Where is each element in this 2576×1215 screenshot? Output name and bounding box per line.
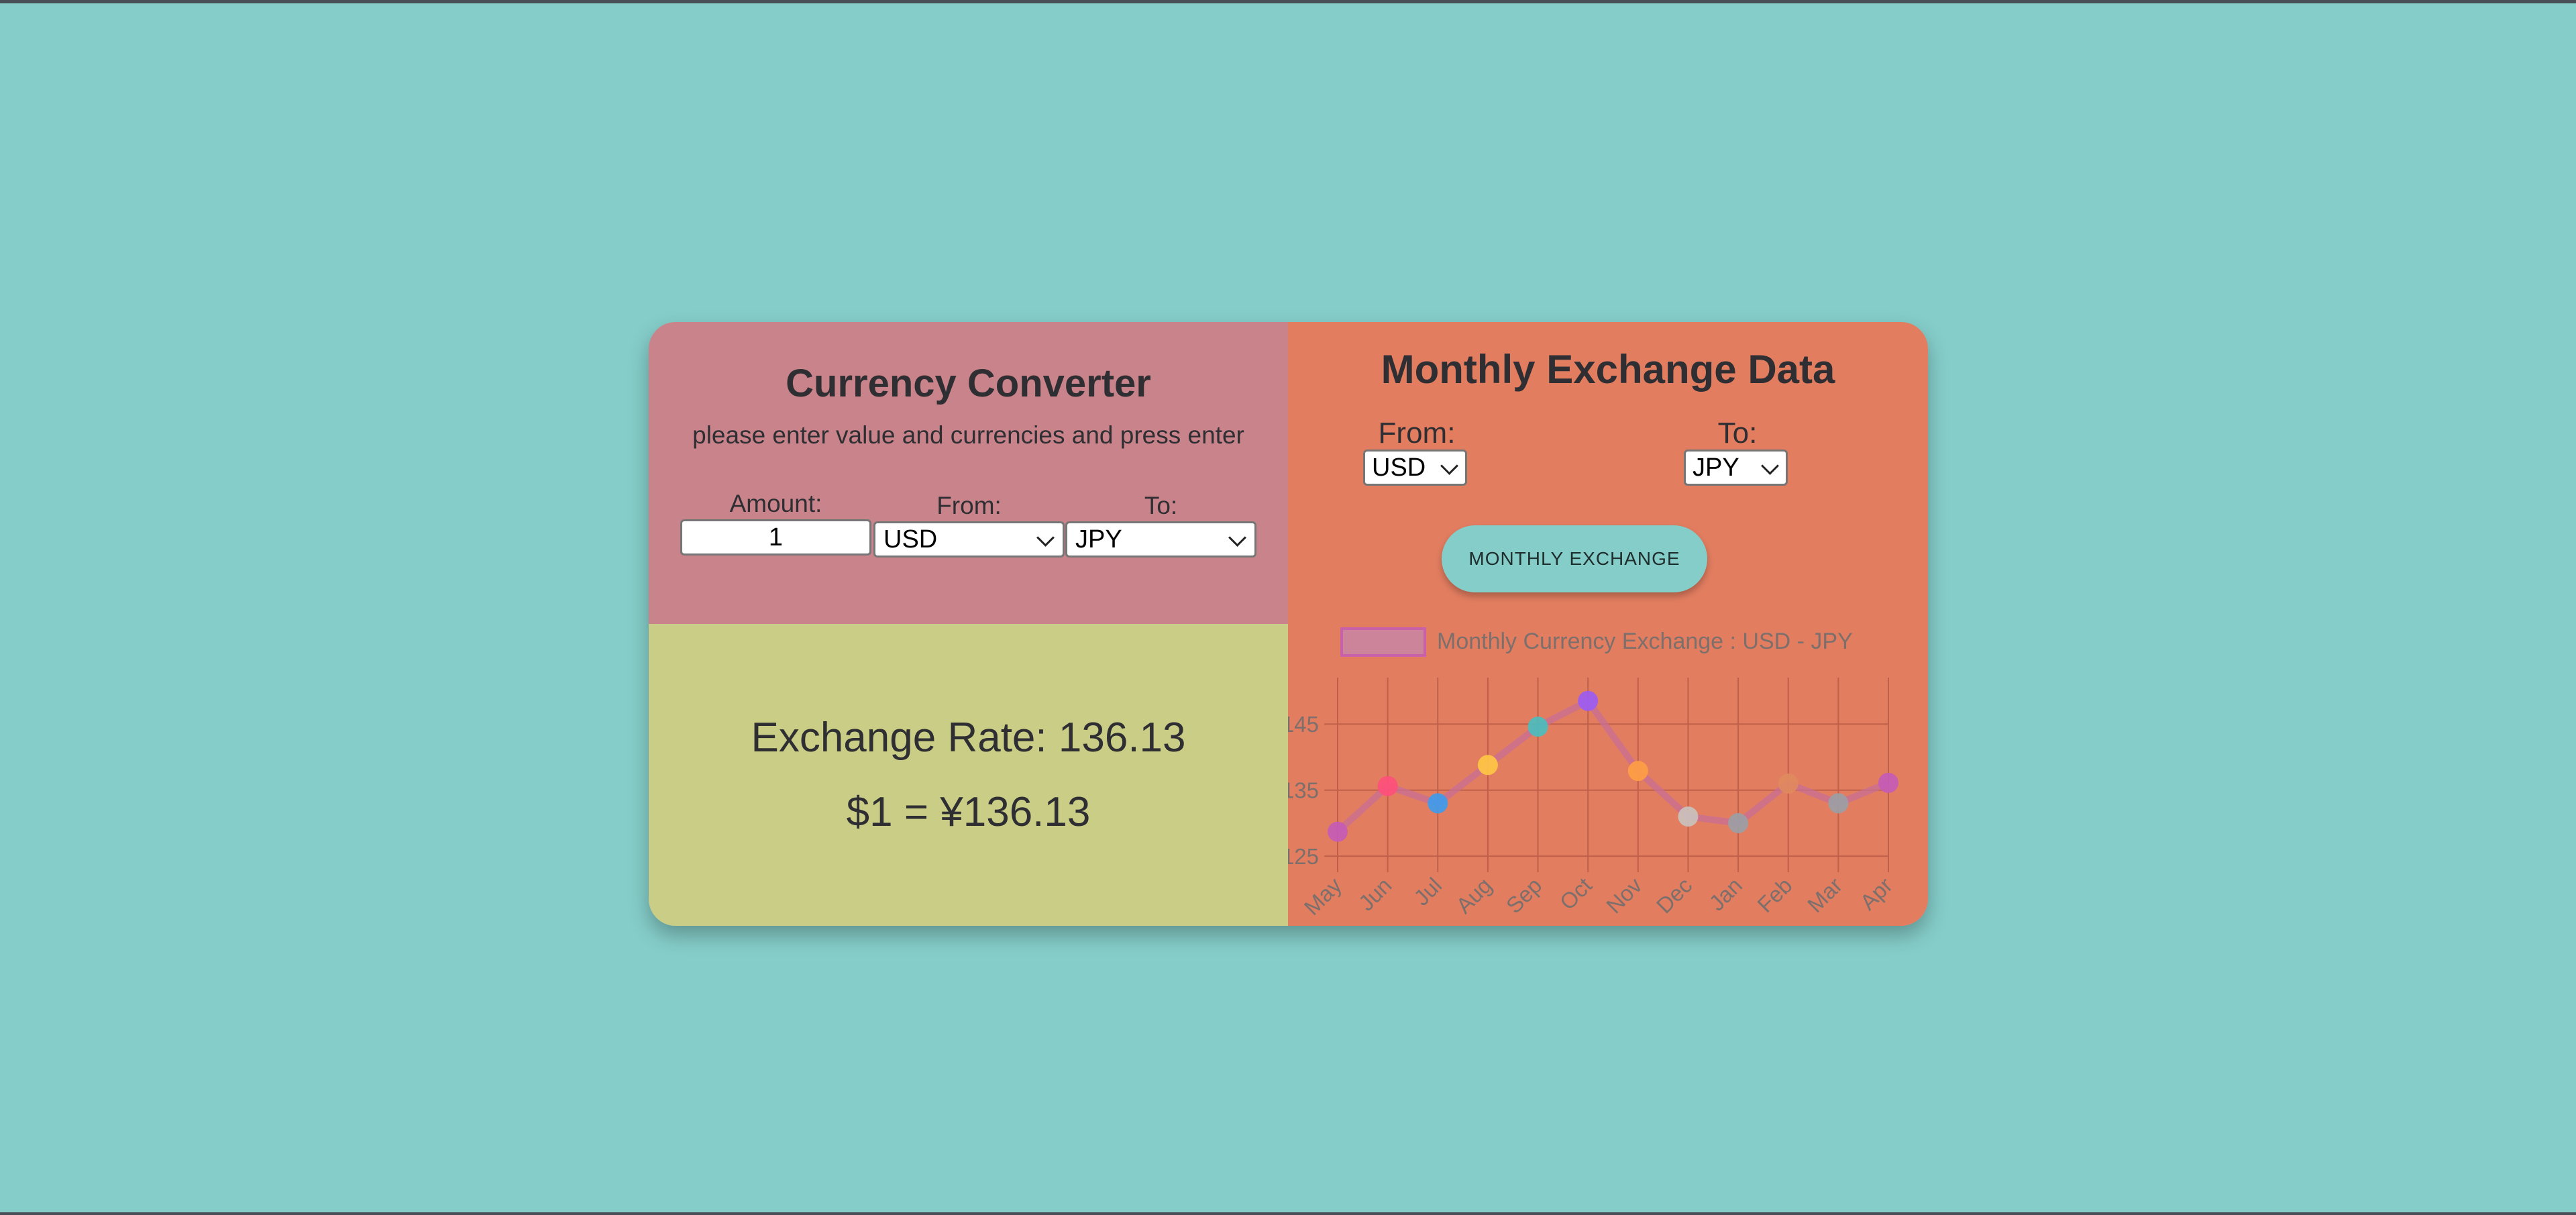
amount-field-group: Amount: 1 bbox=[680, 490, 871, 556]
x-tick-label: Jul bbox=[1409, 873, 1446, 910]
top-border bbox=[0, 0, 2576, 3]
monthly-title: Monthly Exchange Data bbox=[1381, 347, 1835, 392]
monthly-exchange-button[interactable]: MONTHLY EXCHANGE bbox=[1442, 525, 1707, 592]
from-field-group: From: USD bbox=[873, 492, 1065, 558]
conversion-text: $1 = ¥136.13 bbox=[846, 789, 1091, 835]
monthly-to-group: To: JPY bbox=[1684, 417, 1791, 486]
series-line bbox=[1335, 697, 1890, 835]
monthly-panel: Monthly Exchange Data From: USD To: JPY … bbox=[1288, 322, 1928, 926]
chevron-down-icon bbox=[1036, 529, 1055, 547]
monthly-to-label: To: bbox=[1717, 417, 1758, 450]
monthly-from-group: From: USD bbox=[1363, 417, 1470, 486]
legend-swatch bbox=[1340, 627, 1426, 657]
x-tick-label: Apr bbox=[1855, 873, 1896, 914]
monthly-exchange-chart: Monthly Currency Exchange : USD - JPY 125… bbox=[1288, 627, 1898, 920]
y-tick-label: 135 bbox=[1288, 778, 1319, 803]
data-point-oct bbox=[1578, 690, 1599, 711]
chevron-down-icon bbox=[1440, 457, 1458, 476]
data-point-jul bbox=[1428, 793, 1448, 814]
amount-label: Amount: bbox=[729, 490, 822, 517]
monthly-from-select[interactable]: USD bbox=[1363, 450, 1467, 486]
data-point-jun bbox=[1377, 776, 1398, 796]
data-point-sep bbox=[1527, 717, 1548, 737]
data-point-mar bbox=[1828, 793, 1849, 814]
legend-label: Monthly Currency Exchange : USD - JPY bbox=[1437, 629, 1853, 654]
exchange-rate-text: Exchange Rate: 136.13 bbox=[751, 715, 1186, 761]
from-currency-select[interactable]: USD bbox=[873, 521, 1065, 558]
x-tick-label: Mar bbox=[1803, 873, 1847, 917]
x-tick-label: Feb bbox=[1752, 873, 1796, 917]
to-currency-value: JPY bbox=[1075, 525, 1122, 553]
to-label: To: bbox=[1144, 492, 1178, 519]
data-point-dec bbox=[1678, 806, 1699, 827]
x-tick-label: Oct bbox=[1555, 873, 1597, 914]
from-label: From: bbox=[936, 492, 1002, 519]
converter-subtitle: please enter value and currencies and pr… bbox=[692, 421, 1244, 449]
data-point-nov bbox=[1627, 761, 1648, 782]
x-tick-label: Aug bbox=[1451, 873, 1497, 918]
converter-title: Currency Converter bbox=[786, 362, 1151, 405]
monthly-to-select[interactable]: JPY bbox=[1684, 450, 1788, 486]
chevron-down-icon bbox=[1761, 457, 1779, 476]
data-point-jan bbox=[1728, 812, 1749, 833]
to-currency-select[interactable]: JPY bbox=[1065, 521, 1256, 558]
converter-column: Currency Converter please enter value an… bbox=[649, 322, 1288, 926]
x-tick-label: Dec bbox=[1652, 873, 1697, 918]
x-tick-label: Jan bbox=[1704, 873, 1747, 916]
amount-value: 1 bbox=[768, 523, 784, 551]
from-currency-value: USD bbox=[883, 525, 938, 553]
to-field-group: To: JPY bbox=[1065, 492, 1256, 558]
result-panel: Exchange Rate: 136.13 $1 = ¥136.13 bbox=[649, 624, 1288, 926]
x-tick-label: May bbox=[1299, 872, 1347, 920]
data-point-may bbox=[1328, 821, 1348, 842]
bottom-border bbox=[0, 1212, 2576, 1215]
y-tick-label: 125 bbox=[1288, 844, 1319, 869]
chevron-down-icon bbox=[1228, 529, 1246, 547]
amount-input[interactable]: 1 bbox=[680, 519, 871, 556]
data-point-aug bbox=[1477, 755, 1498, 776]
x-tick-label: Jun bbox=[1354, 873, 1397, 916]
x-tick-label: Nov bbox=[1601, 872, 1647, 918]
monthly-from-value: USD bbox=[1372, 453, 1426, 482]
monthly-to-value: JPY bbox=[1693, 453, 1739, 482]
y-tick-label: 145 bbox=[1288, 712, 1319, 737]
data-point-apr bbox=[1878, 772, 1898, 793]
converter-panel: Currency Converter please enter value an… bbox=[649, 322, 1288, 624]
app-card: Currency Converter please enter value an… bbox=[649, 322, 1928, 926]
data-point-feb bbox=[1778, 773, 1799, 794]
monthly-from-label: From: bbox=[1378, 417, 1456, 450]
x-tick-label: Sep bbox=[1501, 873, 1547, 918]
